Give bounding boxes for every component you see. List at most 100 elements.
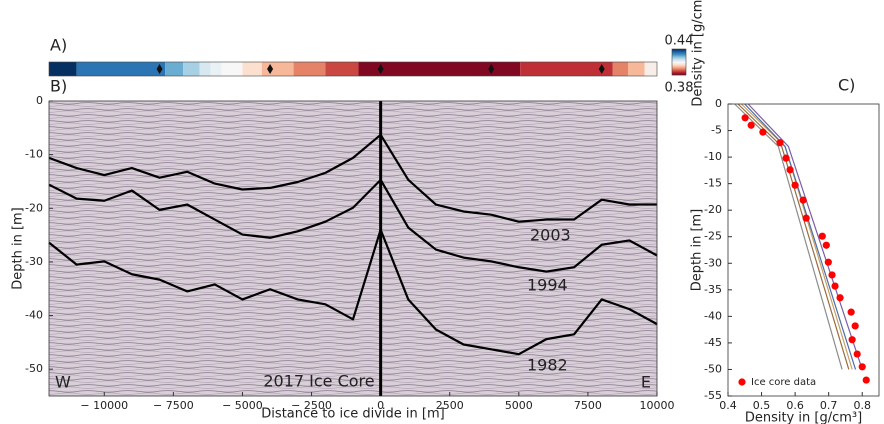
ice-core-point <box>853 350 861 358</box>
x-tick-label: − 2500 <box>291 399 332 412</box>
y-tick-label: -40 <box>25 309 43 322</box>
colorbar-step <box>672 68 686 70</box>
colorbar-step <box>672 65 686 67</box>
y-tick-label: 0 <box>36 94 43 107</box>
isochrone-label: 2003 <box>530 226 571 245</box>
x-tick-label: 5000 <box>505 399 533 412</box>
colorbar-frame <box>671 48 687 76</box>
legend-label: Ice core data <box>751 377 816 388</box>
color-segment <box>293 62 326 76</box>
core-marker <box>267 64 274 74</box>
ice-core-point <box>858 363 866 371</box>
isochrone-label: 1994 <box>527 276 568 295</box>
y-tick-label: -50 <box>25 362 43 375</box>
colorbar-step <box>672 54 686 56</box>
colorbar-step <box>672 64 686 66</box>
color-segment <box>644 62 657 76</box>
y-tick-label: -40 <box>704 309 722 322</box>
colorbar-step <box>672 52 686 54</box>
colorbar-step <box>672 66 686 68</box>
core-label: 2017 Ice Core <box>263 372 374 391</box>
y-tick-label: -20 <box>704 203 722 216</box>
x-tick-label: 0.7 <box>820 399 838 412</box>
panel-title: A) <box>50 36 67 55</box>
ice-core-point <box>782 154 790 162</box>
ice-core-point <box>759 128 767 136</box>
axes-frame <box>727 103 880 397</box>
core-marker <box>488 64 495 74</box>
colorbar-tick-label: 0.44 <box>665 34 694 49</box>
y-tick-label: -20 <box>25 201 43 214</box>
y-tick-label: -30 <box>704 256 722 269</box>
x-tick-label: − 5000 <box>222 399 263 412</box>
y-axis-label: Depth in [m] <box>690 209 705 292</box>
colorbar-step <box>672 61 686 63</box>
colorbar-step <box>672 51 686 53</box>
color-segment <box>627 62 645 76</box>
ice-core-point <box>847 308 855 316</box>
y-tick-label: -10 <box>25 148 43 161</box>
color-segment <box>325 62 359 76</box>
core-marker <box>598 64 605 74</box>
y-tick-label: -55 <box>704 389 722 402</box>
y-tick-label: -25 <box>704 230 722 243</box>
ice-core-point <box>747 121 755 129</box>
ice-core-point <box>822 241 830 249</box>
color-segment <box>165 62 184 76</box>
colorbar-step <box>672 56 686 58</box>
ice-core-point <box>802 214 810 222</box>
colorbar-tick-label: 0.38 <box>665 81 694 96</box>
y-tick-label: -15 <box>704 177 722 190</box>
ice-core-point <box>836 294 844 302</box>
y-tick-label: -10 <box>704 150 722 163</box>
colorbar-step <box>672 60 686 62</box>
x-tick-label: 0.5 <box>753 399 771 412</box>
color-segment <box>49 62 77 76</box>
isochrone <box>48 178 658 273</box>
colorbar-label: Density in [g/cm³] <box>691 0 706 107</box>
y-axis-label: Depth in [m] <box>11 207 26 290</box>
color-segment <box>199 62 211 76</box>
color-segment <box>242 62 262 76</box>
ice-core-point <box>848 336 856 344</box>
x-tick-label: 0.8 <box>853 399 871 412</box>
isochrone <box>48 133 657 223</box>
radargram <box>49 101 657 396</box>
ice-core-point <box>862 376 870 384</box>
x-tick-label: 0.4 <box>719 399 737 412</box>
strip-frame <box>48 61 658 77</box>
ice-core-point <box>776 139 784 147</box>
west-label: W <box>55 373 71 392</box>
color-segment <box>261 62 294 76</box>
legend-swatch <box>738 378 746 386</box>
x-tick-label: 7500 <box>574 399 602 412</box>
ice-core-point <box>818 232 826 240</box>
colorbar-step <box>672 58 686 60</box>
model-profile <box>744 103 857 370</box>
colorbar-step <box>672 59 686 61</box>
x-tick-label: 0 <box>377 399 384 412</box>
y-tick-label: -5 <box>711 124 722 137</box>
colorbar-step <box>672 62 686 64</box>
isochrone <box>48 228 658 356</box>
model-profile <box>737 103 850 370</box>
ice-core-point <box>831 282 839 290</box>
east-label: E <box>641 373 651 392</box>
color-segment <box>210 62 222 76</box>
color-segment <box>221 62 243 76</box>
ice-core-point <box>786 166 794 174</box>
colorbar-step <box>672 63 686 65</box>
colorbar-step <box>672 49 686 51</box>
colorbar-step <box>672 70 686 72</box>
colorbar-step <box>672 72 686 74</box>
y-tick-label: -45 <box>704 336 722 349</box>
color-segment <box>358 62 521 76</box>
x-tick-label: 10000 <box>640 399 675 412</box>
x-axis-label: Density in [g/cm³] <box>745 411 862 424</box>
color-segment <box>520 62 613 76</box>
colorbar-step <box>672 57 686 59</box>
core-marker <box>156 64 163 74</box>
colorbar-step <box>672 74 686 76</box>
x-tick-label: 0.6 <box>786 399 804 412</box>
